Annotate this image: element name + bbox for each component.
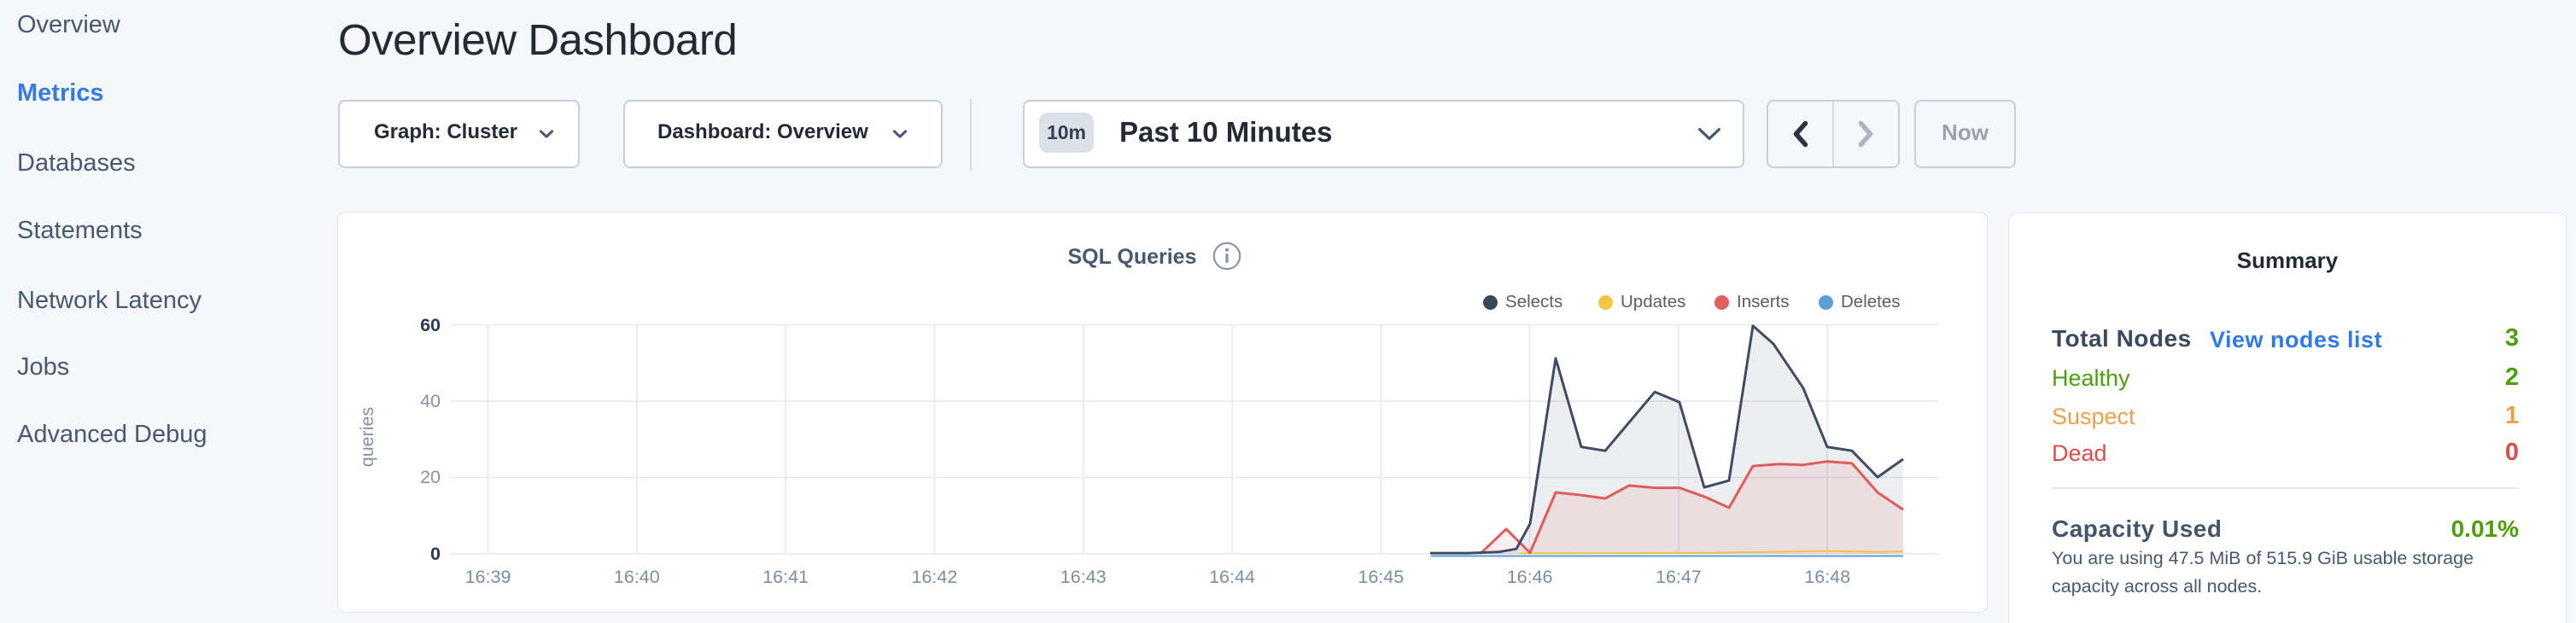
svg-text:16:42: 16:42	[911, 567, 957, 587]
svg-text:16:44: 16:44	[1209, 567, 1255, 587]
svg-text:16:41: 16:41	[762, 567, 809, 587]
svg-text:60: 60	[420, 315, 441, 335]
svg-text:16:46: 16:46	[1507, 567, 1553, 587]
svg-text:20: 20	[420, 467, 441, 487]
svg-text:16:47: 16:47	[1656, 567, 1702, 587]
svg-text:16:45: 16:45	[1358, 567, 1404, 587]
svg-text:0: 0	[430, 544, 441, 564]
svg-text:16:39: 16:39	[465, 567, 511, 587]
svg-text:queries: queries	[357, 407, 377, 468]
svg-text:16:40: 16:40	[614, 567, 660, 587]
svg-text:16:43: 16:43	[1060, 567, 1107, 587]
svg-text:40: 40	[420, 391, 441, 411]
svg-text:16:48: 16:48	[1804, 567, 1850, 587]
